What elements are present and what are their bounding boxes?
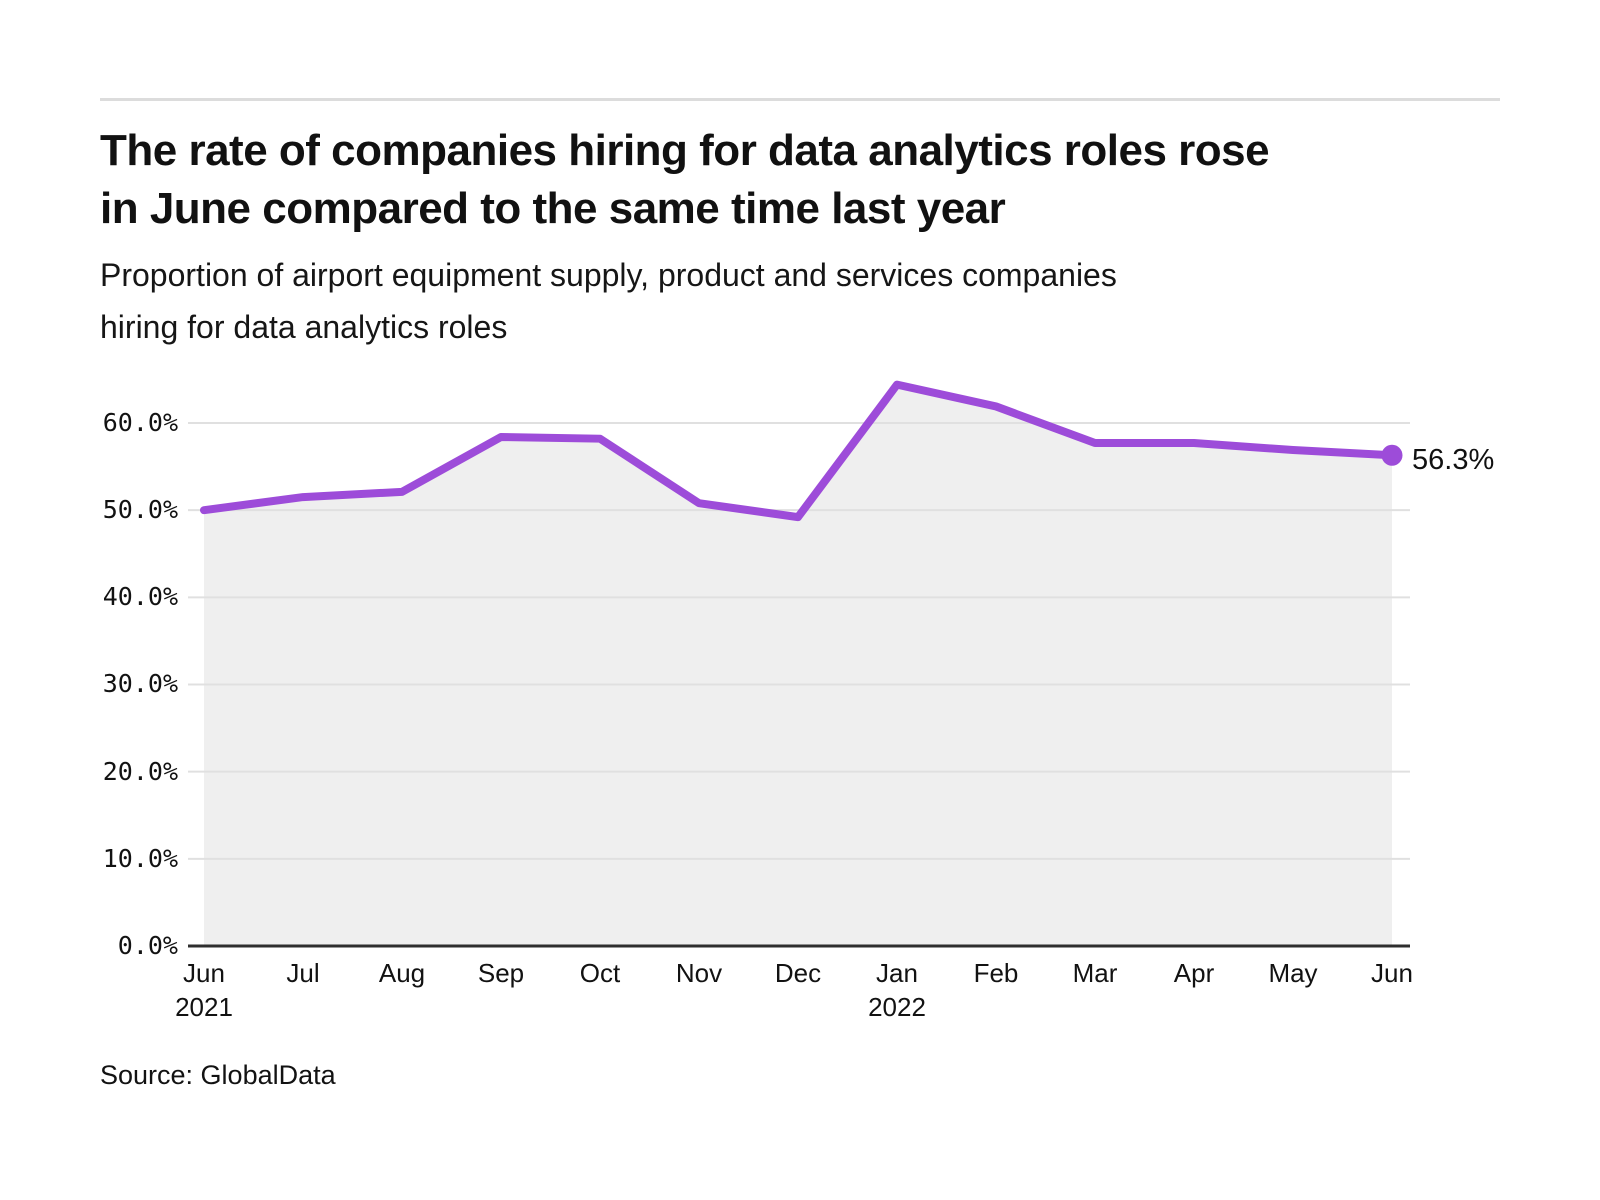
- x-axis-tick-label: Oct: [579, 958, 621, 988]
- y-axis-tick-label: 50.0%: [102, 495, 178, 525]
- x-axis-tick-label: Aug: [378, 958, 426, 988]
- x-axis-tick-label: Mar: [1072, 958, 1118, 988]
- page-title: The rate of companies hiring for data an…: [100, 122, 1270, 238]
- x-axis-tick-label: Sep: [477, 958, 525, 988]
- title-line-1: The rate of companies hiring for data an…: [100, 126, 1270, 175]
- y-axis-tick-label: 30.0%: [102, 669, 178, 699]
- y-axis-tick-label: 40.0%: [102, 582, 178, 612]
- x-axis-tick-label: Jun: [1371, 958, 1413, 988]
- x-axis-tick-label: Nov: [675, 958, 723, 988]
- top-rule: [100, 98, 1500, 101]
- end-point-dot: [1381, 444, 1403, 466]
- x-axis-tick-label: Apr: [1173, 958, 1215, 988]
- subtitle-line-2: hiring for data analytics roles: [100, 309, 508, 345]
- y-axis-tick-label: 60.0%: [102, 407, 178, 437]
- x-axis-tick-label: May: [1268, 958, 1318, 988]
- y-axis-tick-label: 0.0%: [117, 931, 178, 960]
- chart-subtitle: Proportion of airport equipment supply, …: [100, 249, 1117, 353]
- x-axis-tick-label: Dec: [774, 958, 822, 988]
- y-axis-tick-label: 20.0%: [102, 756, 178, 786]
- x-axis-year-label: 2021: [175, 992, 233, 1022]
- end-value-label: 56.3%: [1412, 444, 1495, 477]
- y-axis-tick-label: 10.0%: [102, 843, 178, 873]
- data-line: [200, 380, 1396, 522]
- x-axis-tick-label: Jun: [183, 958, 225, 988]
- x-axis-tick-label: Jan: [876, 958, 918, 988]
- source-text: Source: GlobalData: [100, 1060, 336, 1090]
- x-axis-year-label: 2022: [868, 992, 926, 1022]
- subtitle-line-1: Proportion of airport equipment supply, …: [100, 257, 1117, 293]
- area-fill: [204, 384, 1392, 946]
- x-axis-tick-label: Feb: [973, 958, 1019, 988]
- x-axis-tick-label: Jul: [286, 958, 320, 988]
- title-line-2: in June compared to the same time last y…: [100, 184, 1006, 233]
